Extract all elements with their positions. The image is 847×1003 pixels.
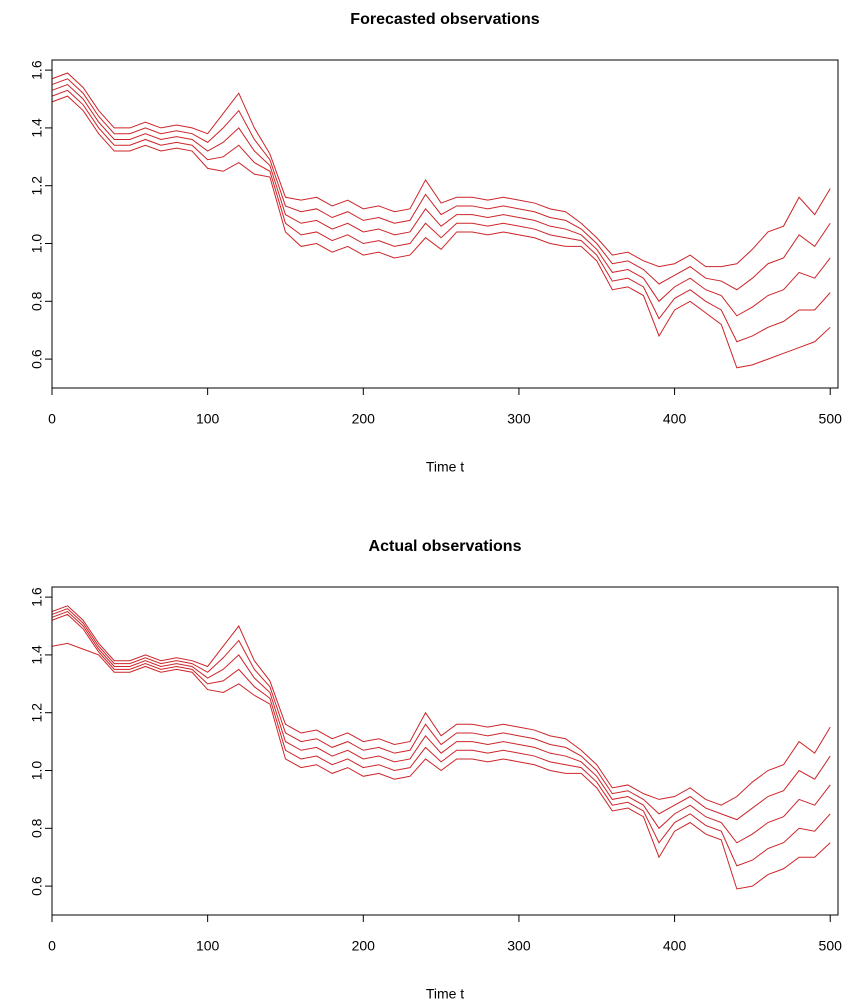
y-tick-label: 1.4 [29, 118, 45, 138]
y-tick-label: 0.8 [29, 818, 45, 838]
x-tick-label: 0 [48, 411, 56, 427]
chart-title: Forecasted observations [350, 11, 540, 28]
y-tick-label: 1.0 [29, 234, 45, 254]
x-tick-label: 100 [196, 411, 220, 427]
y-tick-label: 1.0 [29, 761, 45, 781]
x-axis-label: Time t [426, 986, 464, 1002]
x-axis-label: Time t [426, 459, 464, 475]
series-line [51, 608, 831, 821]
series-line [51, 95, 831, 369]
chart-title: Actual observations [369, 538, 522, 555]
y-tick-label: 0.6 [29, 876, 45, 896]
plot-frame [51, 586, 839, 916]
series-line [51, 72, 831, 268]
series-line [51, 605, 831, 806]
series-line [51, 610, 831, 844]
x-tick-label: 500 [819, 938, 843, 954]
series-line [51, 642, 831, 890]
x-tick-label: 400 [663, 411, 687, 427]
series-line [51, 613, 831, 867]
x-tick-label: 0 [48, 938, 56, 954]
x-tick-label: 500 [819, 411, 843, 427]
x-tick-label: 300 [507, 411, 531, 427]
y-tick-label: 0.6 [29, 349, 45, 369]
x-tick-label: 200 [352, 411, 376, 427]
plot-frame [51, 59, 839, 389]
x-tick-label: 100 [196, 938, 220, 954]
y-tick-label: 0.8 [29, 291, 45, 311]
x-tick-label: 200 [352, 938, 376, 954]
series-line [51, 89, 831, 343]
x-tick-label: 400 [663, 938, 687, 954]
series-line [51, 83, 831, 317]
y-tick-label: 1.4 [29, 645, 45, 665]
series-line [51, 78, 831, 291]
y-tick-label: 1.6 [29, 587, 45, 607]
y-tick-label: 1.2 [29, 176, 45, 196]
y-tick-label: 1.6 [29, 60, 45, 80]
y-tick-label: 1.2 [29, 703, 45, 723]
x-tick-label: 300 [507, 938, 531, 954]
